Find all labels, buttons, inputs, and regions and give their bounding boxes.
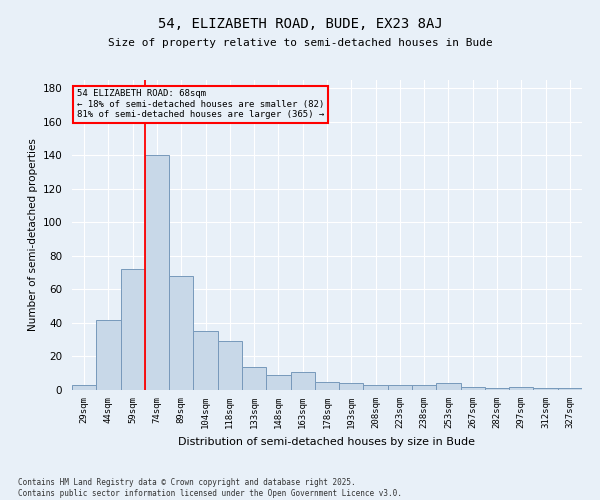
Bar [533,388,558,390]
Bar [509,386,533,390]
Text: Size of property relative to semi-detached houses in Bude: Size of property relative to semi-detach… [107,38,493,48]
Text: 54, ELIZABETH ROAD, BUDE, EX23 8AJ: 54, ELIZABETH ROAD, BUDE, EX23 8AJ [158,18,442,32]
Bar [72,385,96,390]
Bar [266,375,290,390]
Bar [388,385,412,390]
Bar [290,372,315,390]
Bar [169,276,193,390]
Bar [315,382,339,390]
Bar [412,385,436,390]
X-axis label: Distribution of semi-detached houses by size in Bude: Distribution of semi-detached houses by … [179,437,476,447]
Bar [121,270,145,390]
Text: Contains HM Land Registry data © Crown copyright and database right 2025.
Contai: Contains HM Land Registry data © Crown c… [18,478,402,498]
Bar [218,342,242,390]
Bar [485,388,509,390]
Bar [96,320,121,390]
Bar [436,384,461,390]
Bar [461,386,485,390]
Bar [193,332,218,390]
Bar [558,388,582,390]
Y-axis label: Number of semi-detached properties: Number of semi-detached properties [28,138,38,332]
Bar [364,385,388,390]
Bar [242,366,266,390]
Text: 54 ELIZABETH ROAD: 68sqm
← 18% of semi-detached houses are smaller (82)
81% of s: 54 ELIZABETH ROAD: 68sqm ← 18% of semi-d… [77,90,325,119]
Bar [339,384,364,390]
Bar [145,156,169,390]
